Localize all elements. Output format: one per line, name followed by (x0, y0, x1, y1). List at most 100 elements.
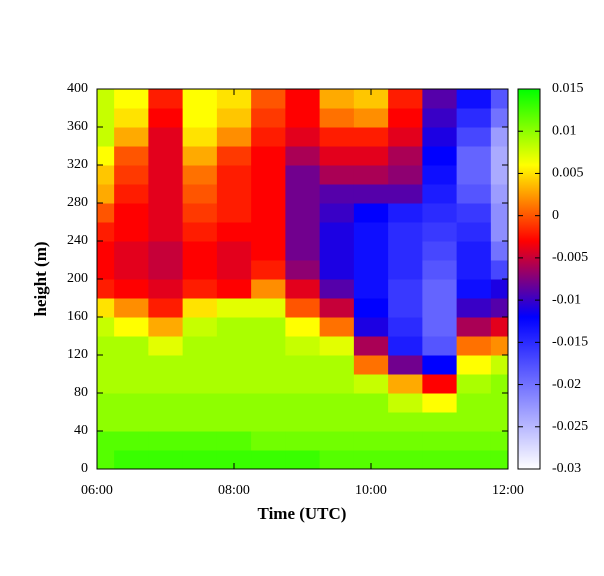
heatmap-cell (251, 431, 286, 451)
colorbar-tick-label: 0.005 (552, 166, 584, 181)
heatmap-cell (285, 279, 321, 299)
heatmap-cell (319, 298, 355, 318)
heatmap-cell (114, 298, 149, 318)
heatmap-cell (388, 146, 423, 166)
heatmap-cell (353, 203, 389, 223)
heatmap-cell (285, 203, 321, 223)
heatmap-cell (490, 298, 508, 318)
heatmap-cell (114, 412, 149, 432)
heatmap-cell (97, 165, 115, 185)
heatmap-cell (251, 222, 286, 242)
heatmap-cell (353, 279, 389, 299)
heatmap-cell (251, 298, 286, 318)
heatmap-cell (353, 146, 389, 166)
heatmap-cell (490, 108, 508, 128)
heatmap-cell (97, 393, 115, 413)
heatmap-cell (319, 184, 355, 204)
heatmap-cell (251, 146, 286, 166)
heatmap-cell (148, 260, 184, 280)
heatmap-cell (422, 108, 458, 128)
heatmap-cell (353, 412, 389, 432)
heatmap-cell (353, 222, 389, 242)
heatmap-cell (216, 431, 252, 451)
heatmap-cell (319, 374, 355, 394)
heatmap-cell (319, 431, 355, 451)
heatmap-cell (456, 222, 492, 242)
heatmap-cell (251, 374, 286, 394)
heatmap-cell (422, 336, 458, 356)
heatmap-cell (182, 317, 218, 337)
heatmap-cell (353, 317, 389, 337)
heatmap-cell (353, 355, 389, 375)
heatmap-cell (456, 203, 492, 223)
heatmap-cell (216, 241, 252, 261)
heatmap-cell (319, 108, 355, 128)
heatmap-cell (490, 431, 508, 451)
heatmap-cell (319, 222, 355, 242)
y-tick-label: 0 (81, 461, 88, 476)
colorbar-tick-label: 0.01 (552, 123, 577, 138)
heatmap-cell (148, 374, 184, 394)
y-tick-label: 400 (67, 81, 88, 96)
heatmap-cell (456, 241, 492, 261)
heatmap-cell (182, 108, 218, 128)
heatmap-cell (114, 260, 149, 280)
heatmap-cell (353, 393, 389, 413)
heatmap-cell (182, 298, 218, 318)
heatmap-cell (490, 260, 508, 280)
heatmap-cell (148, 279, 184, 299)
heatmap-cell (251, 241, 286, 261)
heatmap-cell (422, 222, 458, 242)
heatmap-cell (148, 412, 184, 432)
heatmap-cell (251, 450, 286, 469)
heatmap-cell (388, 298, 423, 318)
heatmap-cell (182, 355, 218, 375)
heatmap-cell (285, 146, 321, 166)
heatmap-cell (456, 184, 492, 204)
heatmap-cell (97, 108, 115, 128)
x-tick-label: 10:00 (355, 483, 387, 498)
heatmap-cell (114, 317, 149, 337)
colorbar-tick-label: 0.015 (552, 81, 584, 96)
heatmap-cell (216, 393, 252, 413)
heatmap-cell (114, 89, 149, 109)
heatmap-cell (456, 431, 492, 451)
heatmap-cell (114, 374, 149, 394)
heatmap-cell (182, 241, 218, 261)
heatmap-cell (97, 317, 115, 337)
heatmap-cell (114, 355, 149, 375)
heatmap-cell (285, 222, 321, 242)
heatmap-cell (216, 298, 252, 318)
heatmap-cell (97, 146, 115, 166)
heatmap-cell (319, 393, 355, 413)
heatmap-cell (353, 336, 389, 356)
heatmap-cell (490, 374, 508, 394)
heatmap-cell (182, 89, 218, 109)
heatmap-cell (182, 374, 218, 394)
heatmap-cell (216, 260, 252, 280)
heatmap-cell (456, 108, 492, 128)
heatmap-cell (148, 336, 184, 356)
heatmap-cell (216, 203, 252, 223)
heatmap-cell (388, 355, 423, 375)
heatmap-cell (97, 374, 115, 394)
heatmap-cell (422, 203, 458, 223)
heatmap-cell (148, 127, 184, 147)
heatmap-cell (422, 431, 458, 451)
heatmap-cell (388, 412, 423, 432)
heatmap-cell (97, 298, 115, 318)
heatmap-cell (148, 431, 184, 451)
heatmap-cell (456, 127, 492, 147)
heatmap-cell (456, 450, 492, 469)
heatmap-cell (148, 89, 184, 109)
x-tick-label: 12:00 (492, 483, 524, 498)
heatmap-cell (422, 450, 458, 469)
heatmap-cell (353, 260, 389, 280)
heatmap-cell (251, 260, 286, 280)
heatmap-cell (251, 89, 286, 109)
y-axis-label: height (m) (31, 241, 50, 316)
heatmap-cell (422, 165, 458, 185)
heatmap-cell (319, 203, 355, 223)
